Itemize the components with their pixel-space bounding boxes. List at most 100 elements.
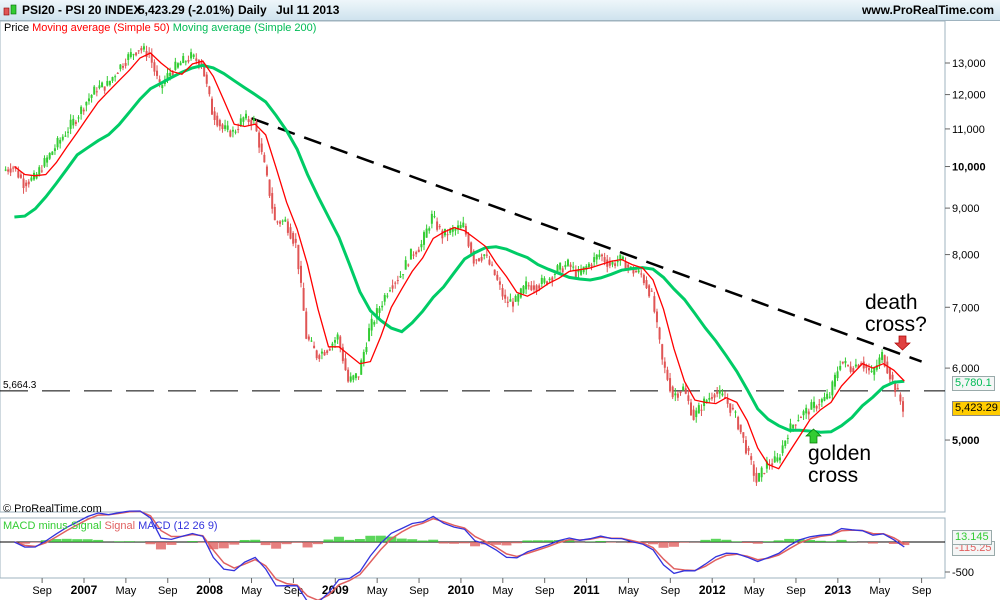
candle-body xyxy=(472,250,475,264)
candle-body xyxy=(433,216,436,218)
candle-body xyxy=(176,63,179,68)
macd-histogram-bar xyxy=(375,535,386,542)
macd-histogram-bar xyxy=(480,542,491,545)
site-link[interactable]: www.ProRealTime.com xyxy=(861,3,994,17)
y-tick-label: 10,000 xyxy=(952,162,986,174)
macd-histogram-bar xyxy=(428,539,439,542)
candle-body xyxy=(247,119,250,122)
candle-body xyxy=(870,370,873,372)
candle-body xyxy=(805,407,808,414)
candle-body xyxy=(857,364,860,368)
candle-body xyxy=(611,261,614,265)
candle-body xyxy=(394,282,397,284)
candle-body xyxy=(263,154,266,163)
candle-body xyxy=(718,390,721,394)
x-tick-label: Sep xyxy=(158,585,178,597)
y-tick-label: 8,000 xyxy=(952,250,980,262)
candle-body xyxy=(883,355,886,367)
candle-body xyxy=(208,86,211,95)
instrument-name: PSI20 - PSI 20 INDEX xyxy=(22,3,142,17)
candle-body xyxy=(475,259,478,261)
candle-body xyxy=(574,269,577,277)
candle-body xyxy=(56,138,59,148)
candle-body xyxy=(252,118,255,121)
legend-macd: MACD (12 26 9) xyxy=(138,520,218,532)
candle-body xyxy=(323,351,326,356)
candle-body xyxy=(658,327,661,340)
candle-body xyxy=(156,70,159,76)
candle-body xyxy=(82,109,85,112)
candle-body xyxy=(462,222,465,228)
candle-body xyxy=(43,158,46,167)
macd-histogram-bar xyxy=(679,542,690,543)
candle-body xyxy=(467,234,470,247)
macd-last-value: 13.145 xyxy=(952,530,992,545)
candle-body xyxy=(789,423,792,433)
candle-body xyxy=(402,274,405,276)
candle-body xyxy=(645,280,648,289)
candle-body xyxy=(566,259,569,266)
candle-body xyxy=(294,238,297,243)
candle-body xyxy=(127,54,130,60)
candle-body xyxy=(778,457,781,461)
candle-body xyxy=(773,456,776,463)
macd-histogram-bar xyxy=(668,542,679,547)
candle-body xyxy=(601,254,604,257)
macd-histogram-bar xyxy=(344,539,355,542)
x-tick-label: 2010 xyxy=(448,583,475,597)
candle-body xyxy=(535,285,538,292)
candle-body xyxy=(375,308,378,319)
last-quote: 5,423.29 (-2.01%) xyxy=(138,3,235,17)
candle-body xyxy=(234,131,237,133)
macd-histogram-bar xyxy=(522,540,533,542)
candle-body xyxy=(150,53,153,63)
candle-body xyxy=(407,264,410,266)
candle-body xyxy=(428,228,431,231)
ma200-line xyxy=(14,63,905,434)
candle-body xyxy=(734,411,737,413)
candle-body xyxy=(328,348,331,351)
candle-body xyxy=(22,178,25,188)
candle-body xyxy=(491,264,494,266)
macd-histogram-bar xyxy=(187,541,198,542)
macd-histogram-bar xyxy=(763,541,774,542)
candle-body xyxy=(867,368,870,371)
candle-body xyxy=(48,153,51,159)
candle-body xyxy=(624,262,627,271)
legend: Price Moving average (Simple 50) Moving … xyxy=(4,22,316,34)
candle-body xyxy=(771,463,774,466)
candle-body xyxy=(512,301,515,307)
candle-body xyxy=(556,265,559,273)
support-line-label: 5,664.3 xyxy=(3,380,37,391)
y-tick-label: 7,000 xyxy=(952,302,980,314)
price-last-value: 5,423.29 xyxy=(952,401,1000,416)
candle-body xyxy=(417,249,420,253)
candle-body xyxy=(451,228,454,232)
candle-body xyxy=(836,371,839,379)
candle-body xyxy=(153,62,156,72)
candle-body xyxy=(765,461,768,469)
candle-body xyxy=(205,74,208,84)
candle-body xyxy=(404,260,407,270)
candle-body xyxy=(320,351,323,354)
macd-histogram-bar xyxy=(826,541,837,542)
macd-histogram-bar xyxy=(250,539,261,542)
y-tick-label: 11,000 xyxy=(952,124,985,136)
candle-body xyxy=(561,268,564,273)
x-tick-label: May xyxy=(115,585,136,597)
candle-body xyxy=(815,406,818,409)
candle-body xyxy=(64,135,67,137)
candle-body xyxy=(74,121,77,124)
macd-histogram-bar xyxy=(700,539,711,542)
candle-body xyxy=(823,396,826,401)
candle-body xyxy=(496,274,499,280)
candle-body xyxy=(833,374,836,387)
candle-body xyxy=(85,101,88,106)
candle-body xyxy=(265,166,268,176)
candle-body xyxy=(245,113,248,119)
macd-histogram-bar xyxy=(836,539,847,542)
x-tick-label: 2007 xyxy=(71,583,98,597)
candle-body xyxy=(166,73,169,81)
legend-ma50: Moving average (Simple 50) xyxy=(32,22,170,34)
